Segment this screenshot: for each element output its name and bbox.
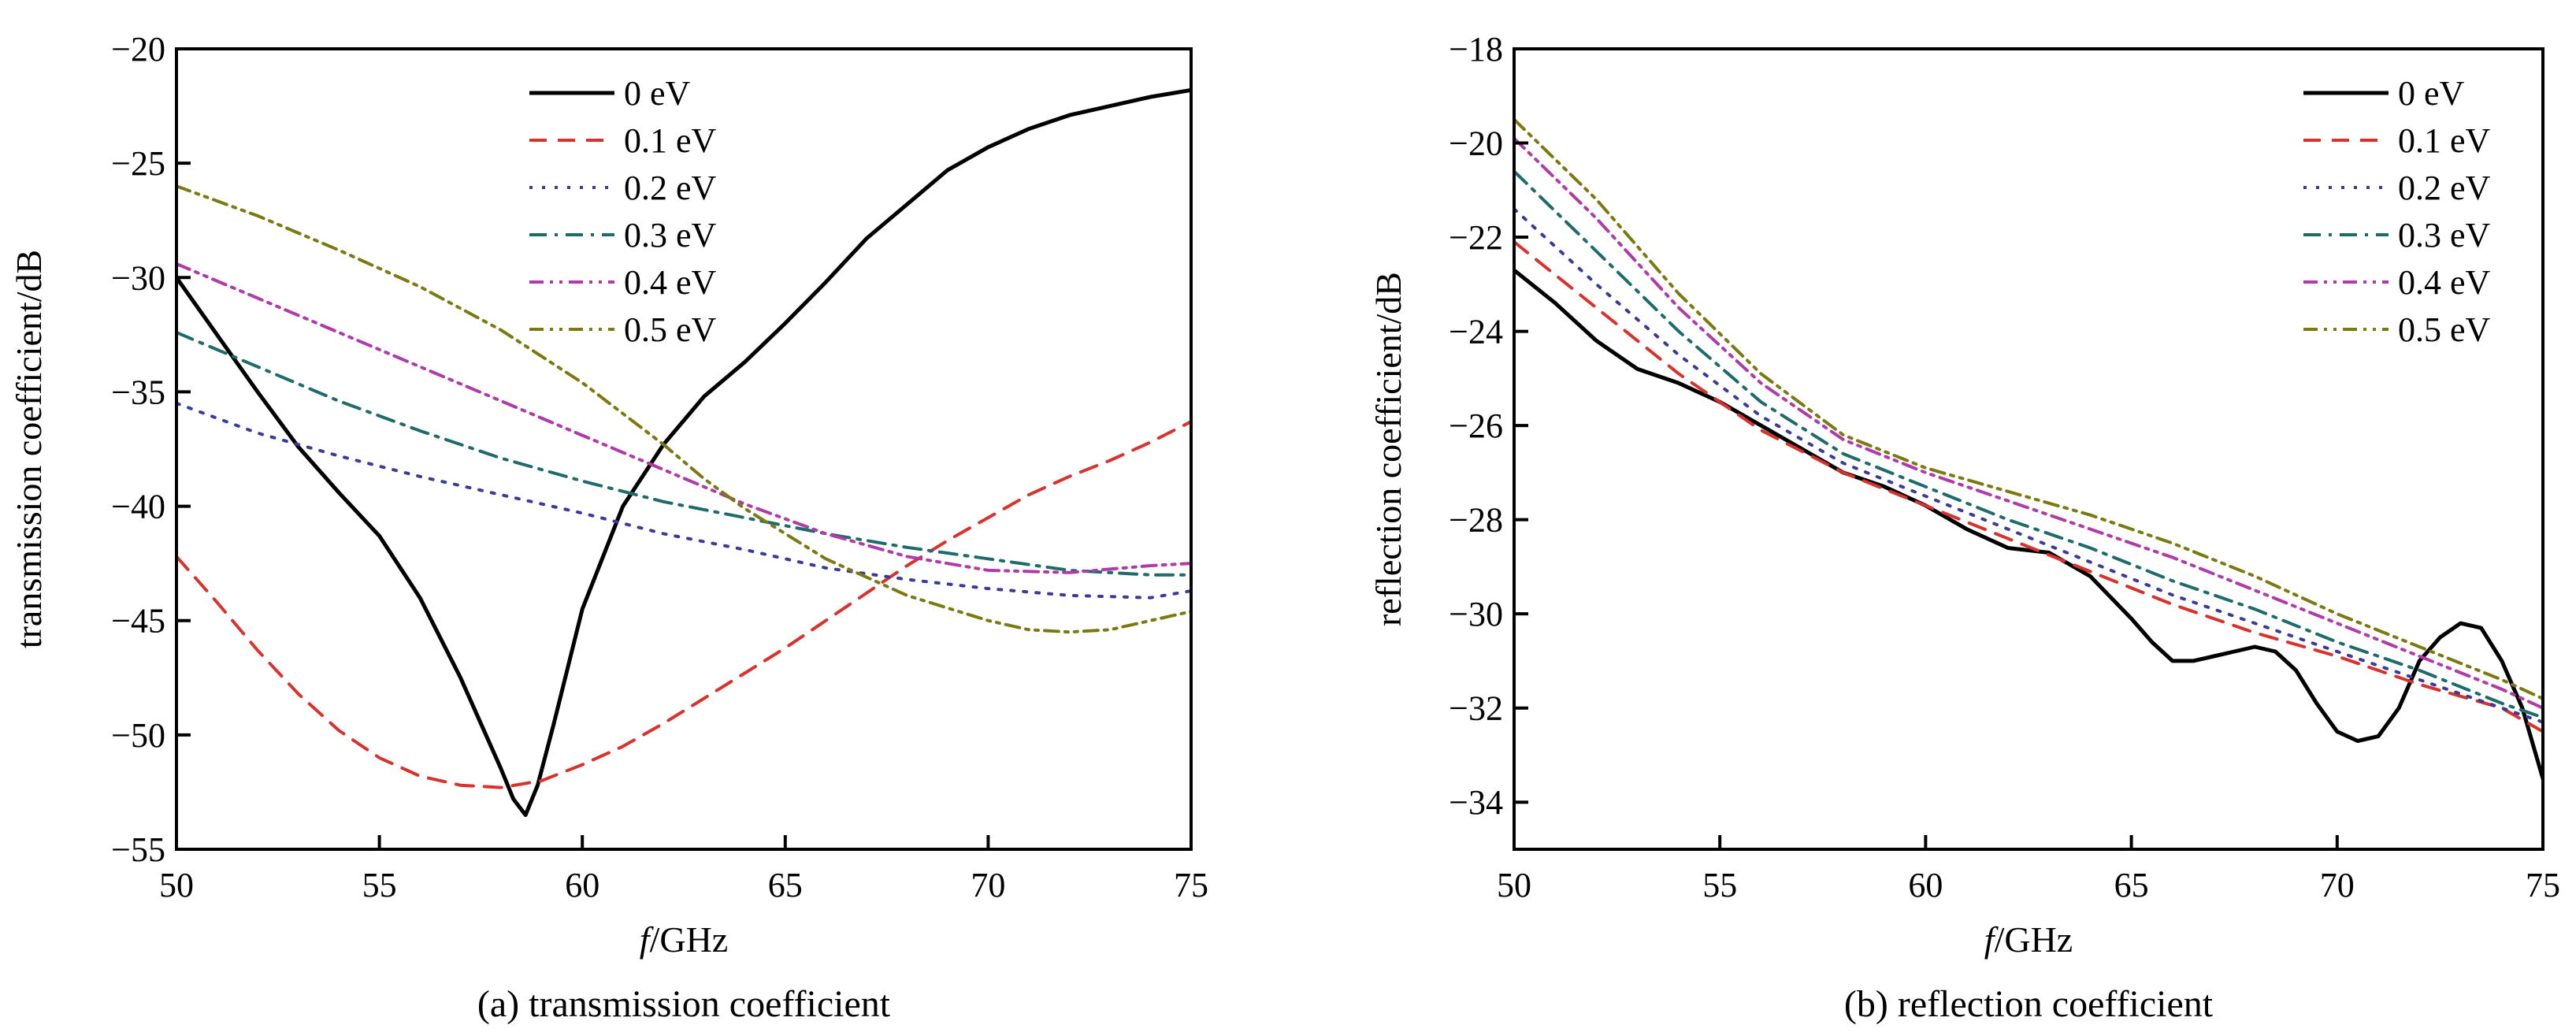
b-y-tick-label: −20 [1449, 124, 1503, 163]
reflection-chart: 50 55 60 65 70 75−34−32−30−28−26−24−22−20−18 … [1368, 30, 2560, 1025]
a-series-0-2-ev-line [176, 401, 1191, 600]
b-y-tick-label: −26 [1449, 407, 1503, 445]
reflection-y-axis-label: reflection coefficient/dB [1368, 272, 1409, 626]
a-legend-label-0-5-ev: 0.5 eV [624, 310, 717, 349]
a-x-tick-label: 70 [971, 866, 1005, 904]
a-y-tick-label: −50 [111, 716, 165, 755]
b-series-0-4-ev-line [1514, 136, 2543, 710]
b-y-tick-label: −34 [1449, 783, 1503, 822]
a-x-tick-label: 75 [1174, 866, 1208, 904]
transmission-ticks: 50 55 60 65 70 75 −55 −50 −45 −40 −35 −30 −25 −20 [111, 30, 1208, 904]
a-legend-label-0-1-ev: 0.1 eV [624, 121, 717, 160]
reflection-legend: 0 eV 0.1 eV 0.2 eV 0.3 eV 0.4 eV 0.5 eV [2303, 74, 2491, 349]
b-legend-label-0-ev: 0 eV [2398, 74, 2465, 113]
a-series-0-1-ev-line [176, 420, 1191, 789]
a-x-tick-label: 60 [565, 866, 599, 904]
a-series-0-ev-line [176, 87, 1191, 817]
transmission-chart: 50 55 60 65 70 75 −55 −50 −45 −40 −35 −30 −25 −20 0 e… [9, 30, 1208, 1025]
a-series-0-4-ev-line [176, 262, 1191, 574]
transmission-x-axis-label: f/GHz [640, 919, 728, 960]
a-x-tick-label: 65 [768, 866, 803, 904]
a-y-tick-label: −35 [111, 373, 165, 411]
transmission-plot-frame [175, 47, 1193, 851]
reflection-ticks: 50 55 60 65 70 75 −34 −32 −30 −28 −26 −24 −22 −20 −18 [1449, 30, 2560, 904]
b-y-tick-label: −30 [1449, 595, 1503, 633]
a-legend-label-0-ev: 0 eV [624, 74, 691, 113]
b-y-tick-label: −28 [1449, 501, 1503, 540]
a-y-tick-label: −20 [111, 30, 165, 69]
transmission-series-group [176, 87, 1191, 817]
reflection-plot-frame [1513, 47, 2544, 851]
b-x-tick-label: 70 [2320, 866, 2355, 904]
b-series-0-3-ev-line [1514, 169, 2543, 719]
a-legend-label-0-4-ev: 0.4 eV [624, 263, 717, 302]
a-y-tick-label: −30 [111, 258, 165, 297]
a-y-tick-label: −25 [111, 144, 165, 183]
reflection-series-group [1514, 117, 2543, 781]
b-x-tick-label: 65 [2114, 866, 2149, 904]
b-series-0-1-ev-line [1514, 240, 2543, 733]
reflection-x-axis-label: f/GHz [1984, 919, 2073, 960]
a-x-tick-label: 55 [362, 866, 397, 904]
transmission-y-axis-label: transmission coefficient/dB [9, 250, 49, 648]
a-x-tick-label: 50 [159, 866, 194, 904]
b-y-tick-label: −22 [1449, 218, 1503, 257]
b-legend-label-0-5-ev: 0.5 eV [2398, 310, 2491, 349]
a-series-0-5-ev-line [176, 184, 1191, 634]
b-x-tick-label: 50 [1497, 866, 1531, 904]
transmission-legend: 0 eV 0.1 eV 0.2 eV 0.3 eV 0.4 eV 0.5 eV [529, 74, 717, 349]
b-x-tick-label: 60 [1908, 866, 1943, 904]
b-x-tick-label: 75 [2526, 866, 2560, 904]
a-y-tick-label: −55 [111, 830, 165, 869]
a-legend-label-0-3-ev: 0.3 eV [624, 216, 717, 254]
a-y-tick-label: −40 [111, 488, 165, 526]
a-y-tick-label: −45 [111, 602, 165, 641]
a-legend-label-0-2-ev: 0.2 eV [624, 169, 717, 207]
b-series-0-ev-line [1514, 268, 2543, 781]
b-y-tick-label: −32 [1449, 689, 1503, 728]
b-y-tick-label: −24 [1449, 313, 1503, 351]
b-legend-label-0-3-ev: 0.3 eV [2398, 216, 2491, 254]
transmission-caption: (a) transmission coefficient [477, 983, 891, 1025]
b-legend-label-0-4-ev: 0.4 eV [2398, 263, 2491, 302]
b-legend-label-0-2-ev: 0.2 eV [2398, 169, 2491, 207]
b-x-tick-label: 55 [1702, 866, 1737, 904]
a-series-0-3-ev-line [176, 331, 1191, 577]
b-series-0-5-ev-line [1514, 117, 2543, 700]
reflection-caption: (b) reflection coefficient [1844, 983, 2214, 1025]
b-legend-label-0-1-ev: 0.1 eV [2398, 121, 2491, 160]
b-y-tick-label: −18 [1449, 30, 1503, 69]
